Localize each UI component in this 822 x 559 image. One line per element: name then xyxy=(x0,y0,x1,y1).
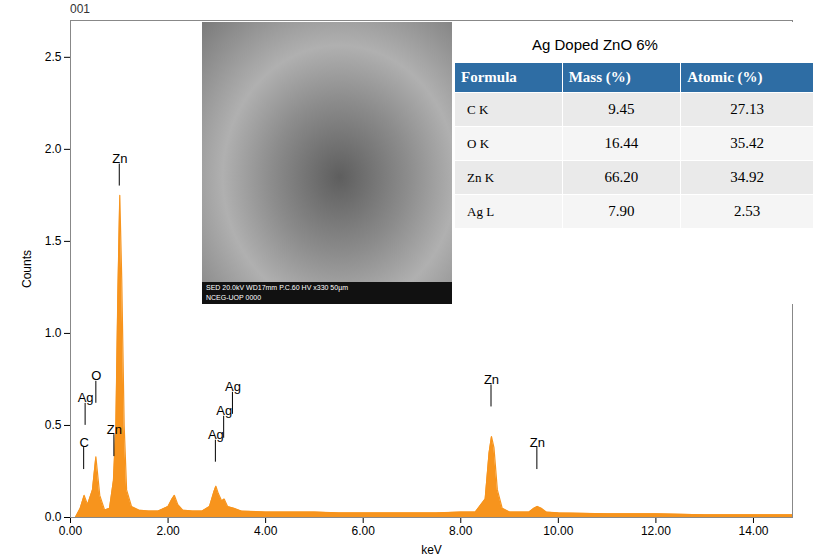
svg-text:1.5: 1.5 xyxy=(45,234,62,248)
svg-text:O: O xyxy=(91,368,102,384)
html-text:27.13: 27.13 xyxy=(730,101,764,117)
html-text:NCEG-UOP 0000: NCEG-UOP 0000 xyxy=(206,294,262,301)
svg-text:2.00: 2.00 xyxy=(156,524,180,538)
svg-text:0.5: 0.5 xyxy=(45,418,62,432)
html-text:Zn K: Zn K xyxy=(467,169,495,185)
svg-text:8.00: 8.00 xyxy=(449,524,473,538)
svg-text:keV: keV xyxy=(421,543,442,557)
html-text:Ag Doped ZnO 6%: Ag Doped ZnO 6% xyxy=(532,36,658,53)
html-text:34.92: 34.92 xyxy=(730,169,764,185)
html-text:C K: C K xyxy=(467,101,489,117)
html-text:Formula: Formula xyxy=(461,69,517,85)
svg-text:2.0: 2.0 xyxy=(45,142,62,156)
svg-text:10.00: 10.00 xyxy=(543,524,573,538)
svg-text:Ag: Ag xyxy=(216,403,233,419)
svg-text:0.0: 0.0 xyxy=(45,510,62,524)
svg-text:14.00: 14.00 xyxy=(738,524,768,538)
svg-text:Counts: Counts xyxy=(20,250,34,288)
svg-text:2.5: 2.5 xyxy=(45,50,62,64)
svg-text:4.00: 4.00 xyxy=(254,524,278,538)
svg-text:1.0: 1.0 xyxy=(45,326,62,340)
html-text:Atomic (%): Atomic (%) xyxy=(687,69,763,85)
html-text:001: 001 xyxy=(70,2,90,16)
svg-text:Ag: Ag xyxy=(77,390,94,406)
html-text:35.42: 35.42 xyxy=(730,135,764,151)
svg-text:Zn: Zn xyxy=(112,151,128,167)
html-text:66.20: 66.20 xyxy=(604,169,639,185)
svg-text:Zn: Zn xyxy=(483,372,500,387)
html-text:Ag L: Ag L xyxy=(467,203,495,219)
html-text:SED 20.0kV WD17mm P.C.60 HV x3: SED 20.0kV WD17mm P.C.60 HV x330 50µm xyxy=(206,284,348,291)
html-text:16.44: 16.44 xyxy=(604,135,639,151)
svg-text:Ag: Ag xyxy=(225,379,241,395)
svg-text:Zn: Zn xyxy=(529,434,545,450)
svg-text:Zn: Zn xyxy=(106,421,122,437)
html-text:7.90: 7.90 xyxy=(608,203,635,219)
html-text:Mass (%): Mass (%) xyxy=(568,69,631,85)
html-text:2.53: 2.53 xyxy=(734,203,761,219)
svg-text:Ag: Ag xyxy=(207,427,224,443)
html-text:O K: O K xyxy=(467,135,489,151)
svg-text:0.00: 0.00 xyxy=(59,524,83,538)
html-text:9.45: 9.45 xyxy=(608,101,635,117)
svg-text:6.00: 6.00 xyxy=(352,524,376,538)
svg-text:12.00: 12.00 xyxy=(641,524,671,538)
svg-text:C: C xyxy=(79,434,89,450)
